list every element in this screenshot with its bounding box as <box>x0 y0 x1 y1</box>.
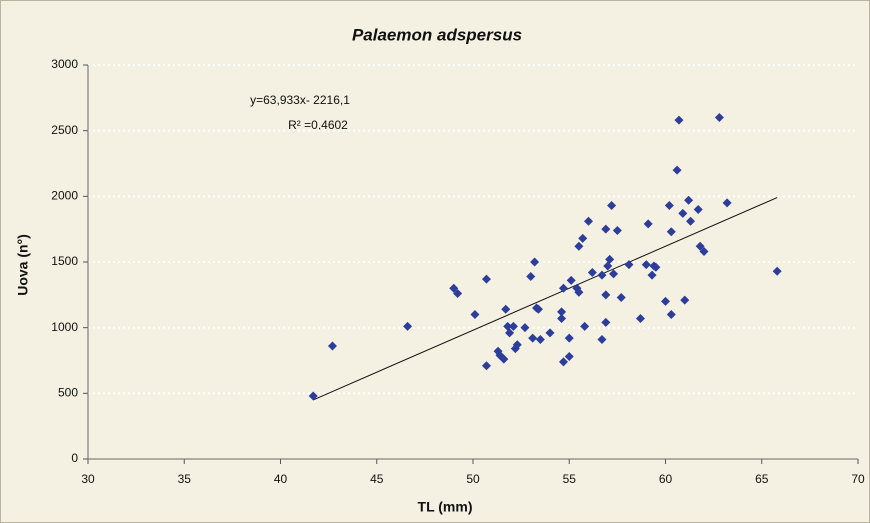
point <box>508 321 518 331</box>
point <box>661 296 670 306</box>
point <box>584 216 593 226</box>
point <box>308 391 318 401</box>
point <box>564 333 574 343</box>
x-tick-label: 30 <box>81 472 95 486</box>
point <box>533 304 543 314</box>
point <box>601 290 611 300</box>
trendline <box>313 197 778 401</box>
point <box>664 201 674 211</box>
y-tick-label: 1500 <box>51 254 78 268</box>
point <box>597 270 607 280</box>
point <box>545 328 555 338</box>
point <box>643 219 653 229</box>
y-tick-label: 0 <box>71 451 78 465</box>
point <box>578 233 588 243</box>
x-axis-title: TL (mm) <box>418 499 473 515</box>
x-tick-label: 70 <box>851 472 865 486</box>
point <box>684 195 694 205</box>
point <box>641 260 651 270</box>
point <box>574 287 584 297</box>
chart-title: Palaemon adspersus <box>352 25 522 44</box>
point <box>470 310 480 320</box>
point <box>612 225 622 235</box>
y-tick-label: 2000 <box>51 189 78 203</box>
x-tick-label: 35 <box>178 472 192 486</box>
y-tick-label: 1000 <box>51 320 78 334</box>
r-squared: R² =0,4602 <box>288 118 348 132</box>
x-tick-label: 55 <box>563 472 577 486</box>
point <box>520 323 530 333</box>
y-axis-title: Uova (n°) <box>15 234 31 296</box>
x-tick-label: 60 <box>659 472 673 486</box>
y-tick-label: 3000 <box>51 57 78 71</box>
point <box>722 198 732 208</box>
point <box>674 115 684 125</box>
y-tick-label: 2500 <box>51 123 78 137</box>
point <box>403 321 413 331</box>
x-tick-label: 45 <box>370 472 384 486</box>
x-tick-label: 40 <box>274 472 288 486</box>
point <box>624 260 634 270</box>
point <box>530 257 540 267</box>
point <box>501 304 511 314</box>
point <box>503 321 513 331</box>
point <box>512 340 522 350</box>
point <box>666 310 676 320</box>
point <box>607 201 617 211</box>
point <box>699 246 709 256</box>
x-tick-label: 50 <box>466 472 480 486</box>
point <box>526 271 536 281</box>
point <box>535 334 545 344</box>
point <box>449 283 459 293</box>
point <box>566 275 576 285</box>
point <box>558 357 568 367</box>
point <box>686 216 696 226</box>
point <box>587 268 597 278</box>
point <box>672 165 682 175</box>
point <box>580 321 590 331</box>
x-tick-label: 65 <box>755 472 769 486</box>
point <box>603 261 613 271</box>
point <box>651 262 661 272</box>
point <box>557 313 567 323</box>
point <box>499 354 509 364</box>
y-tick-label: 500 <box>58 386 78 400</box>
point <box>635 313 645 323</box>
point <box>666 227 676 237</box>
point <box>678 208 688 218</box>
point <box>505 328 515 338</box>
point <box>564 352 574 362</box>
point <box>557 307 567 317</box>
point <box>453 289 463 299</box>
point <box>327 341 337 351</box>
point <box>680 295 690 305</box>
point <box>558 283 568 293</box>
point <box>772 266 782 276</box>
point <box>616 292 626 302</box>
point <box>574 241 584 251</box>
point <box>609 269 619 279</box>
point <box>601 317 611 327</box>
point <box>481 361 491 371</box>
point <box>714 113 724 123</box>
trendline-equation: y=63,933x- 2216,1 <box>250 93 350 107</box>
point <box>647 270 657 280</box>
point <box>693 204 703 214</box>
point <box>528 333 538 343</box>
point <box>605 254 615 264</box>
point <box>601 224 611 234</box>
point <box>481 274 491 284</box>
point <box>695 241 705 251</box>
point <box>597 334 607 344</box>
